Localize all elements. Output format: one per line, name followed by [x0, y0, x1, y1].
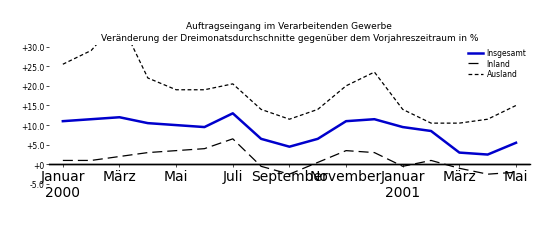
Ausland [201, 89, 208, 92]
Ausland [258, 109, 265, 111]
Inland [428, 159, 434, 162]
Ausland [286, 118, 293, 121]
Inland [88, 159, 95, 162]
Ausland [144, 77, 151, 80]
Ausland [399, 109, 406, 111]
Ausland [428, 122, 434, 125]
Ausland [314, 109, 321, 111]
Ausland [116, 19, 123, 21]
Insgesamt [88, 118, 95, 121]
Inland [60, 159, 66, 162]
Ausland [60, 64, 66, 66]
Line: Insgesamt: Insgesamt [63, 114, 516, 155]
Inland [144, 152, 151, 154]
Inland [116, 155, 123, 158]
Ausland [513, 105, 519, 107]
Insgesamt [399, 126, 406, 129]
Inland [399, 165, 406, 168]
Insgesamt [286, 146, 293, 148]
Ausland [484, 118, 491, 121]
Inland [173, 150, 180, 152]
Insgesamt [371, 118, 378, 121]
Line: Inland: Inland [63, 139, 516, 174]
Insgesamt [456, 152, 463, 154]
Insgesamt [173, 124, 180, 127]
Ausland [173, 89, 180, 92]
Inland [314, 161, 321, 164]
Inland [258, 165, 265, 168]
Insgesamt [144, 122, 151, 125]
Ausland [371, 72, 378, 74]
Insgesamt [513, 142, 519, 145]
Line: Ausland: Ausland [63, 20, 516, 123]
Title: Auftragseingang im Verarbeitenden Gewerbe
Veränderung der Dreimonatsdurchschnitt: Auftragseingang im Verarbeitenden Gewerb… [101, 22, 478, 43]
Insgesamt [484, 153, 491, 156]
Inland [201, 148, 208, 150]
Inland [513, 171, 519, 174]
Legend: Insgesamt, Inland, Ausland: Insgesamt, Inland, Ausland [467, 48, 528, 81]
Insgesamt [428, 130, 434, 133]
Ausland [456, 122, 463, 125]
Insgesamt [314, 138, 321, 141]
Ausland [343, 85, 349, 88]
Insgesamt [116, 116, 123, 119]
Inland [371, 152, 378, 154]
Inland [286, 173, 293, 176]
Insgesamt [343, 120, 349, 123]
Ausland [229, 83, 236, 86]
Ausland [88, 50, 95, 53]
Inland [484, 173, 491, 176]
Inland [343, 150, 349, 152]
Inland [456, 167, 463, 170]
Insgesamt [201, 126, 208, 129]
Insgesamt [229, 112, 236, 115]
Inland [229, 138, 236, 141]
Insgesamt [258, 138, 265, 141]
Insgesamt [60, 120, 66, 123]
